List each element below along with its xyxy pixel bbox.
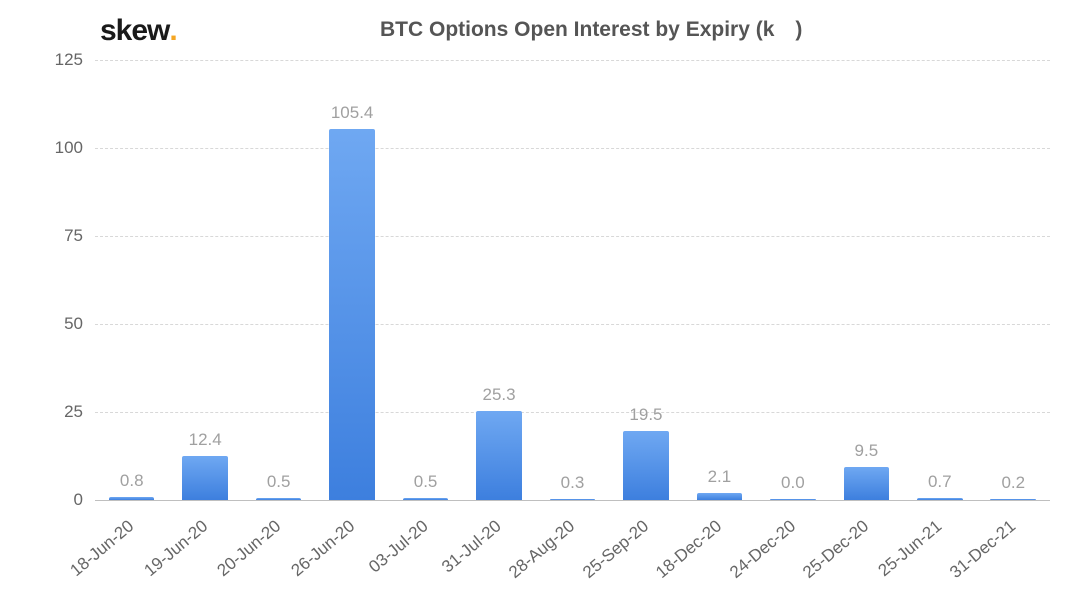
- bar-value-label: 0.5: [414, 472, 438, 492]
- gridline: [95, 148, 1050, 149]
- gridline: [95, 60, 1050, 61]
- bar-value-label: 12.4: [189, 430, 222, 450]
- gridline: [95, 236, 1050, 237]
- bar: [770, 499, 816, 500]
- y-tick-label: 50: [33, 314, 83, 334]
- bar-value-label: 19.5: [629, 405, 662, 425]
- x-tick-label: 20-Jun-20: [214, 516, 286, 581]
- bar-value-label: 25.3: [482, 385, 515, 405]
- bar: [917, 498, 963, 500]
- x-tick-label: 28-Aug-20: [505, 516, 579, 582]
- bar: [990, 499, 1036, 500]
- logo-dot: .: [169, 14, 176, 47]
- bar: [550, 499, 596, 500]
- bar: [109, 497, 155, 500]
- x-tick-label: 31-Jul-20: [438, 516, 505, 577]
- gridline: [95, 412, 1050, 413]
- bar: [182, 456, 228, 500]
- bar-value-label: 9.5: [855, 441, 879, 461]
- x-tick-label: 18-Jun-20: [67, 516, 139, 581]
- bar: [623, 431, 669, 500]
- x-tick-label: 25-Jun-21: [875, 516, 947, 581]
- bar-value-label: 2.1: [708, 467, 732, 487]
- bar: [329, 129, 375, 500]
- y-tick-label: 75: [33, 226, 83, 246]
- bar-value-label: 0.8: [120, 471, 144, 491]
- bar: [403, 498, 449, 500]
- y-tick-label: 100: [33, 138, 83, 158]
- chart-title: BTC Options Open Interest by Expiry (k ): [380, 18, 802, 42]
- x-tick-label: 25-Dec-20: [799, 516, 873, 582]
- y-tick-label: 125: [33, 50, 83, 70]
- bar: [256, 498, 302, 500]
- bar-value-label: 0.2: [1001, 473, 1025, 493]
- x-tick-label: 19-Jun-20: [140, 516, 212, 581]
- x-tick-label: 25-Sep-20: [579, 516, 653, 582]
- bar-value-label: 0.7: [928, 472, 952, 492]
- logo-text: skew: [100, 14, 169, 47]
- x-tick-label: 31-Dec-21: [946, 516, 1020, 582]
- bar: [697, 493, 743, 500]
- skew-logo: skew.: [100, 14, 177, 48]
- x-tick-label: 24-Dec-20: [726, 516, 800, 582]
- bar: [476, 411, 522, 500]
- x-tick-label: 26-Jun-20: [287, 516, 359, 581]
- plot-area: 02550751001250.818-Jun-2012.419-Jun-200.…: [95, 60, 1050, 500]
- gridline: [95, 324, 1050, 325]
- x-tick-label: 03-Jul-20: [365, 516, 432, 577]
- bar-value-label: 105.4: [331, 103, 374, 123]
- y-tick-label: 25: [33, 402, 83, 422]
- baseline: [95, 500, 1050, 501]
- y-tick-label: 0: [33, 490, 83, 510]
- chart-container: skew. BTC Options Open Interest by Expir…: [0, 0, 1080, 603]
- bar-value-label: 0.3: [561, 473, 585, 493]
- bar: [844, 467, 890, 500]
- x-tick-label: 18-Dec-20: [652, 516, 726, 582]
- bar-value-label: 0.0: [781, 473, 805, 493]
- bar-value-label: 0.5: [267, 472, 291, 492]
